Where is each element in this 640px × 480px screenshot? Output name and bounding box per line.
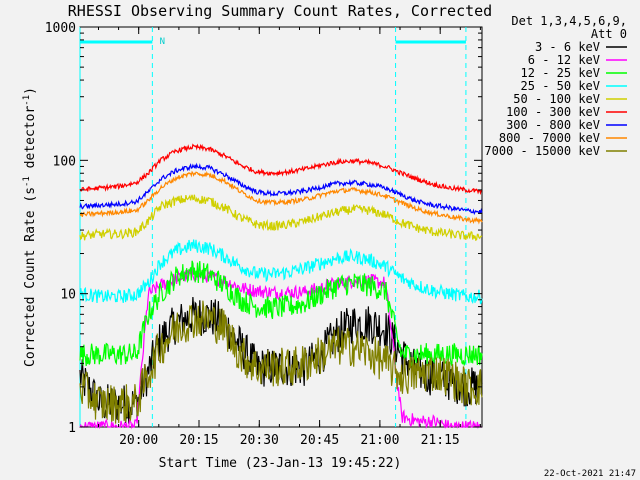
x-tick-label: 20:45 <box>300 433 339 448</box>
series-line <box>79 239 483 305</box>
series-line <box>79 162 483 216</box>
y-tick-label: 1000 <box>45 21 76 36</box>
legend-entry-label: 25 - 50 keV <box>521 79 600 93</box>
x-tick-label: 20:15 <box>179 433 218 448</box>
y-tick-label: 10 <box>60 288 76 303</box>
y-label-part: Corrected Count Rate (s <box>23 187 38 367</box>
series-line <box>79 143 482 196</box>
series-line <box>79 170 483 225</box>
x-tick-label: 21:15 <box>421 433 460 448</box>
x-tick-label: 20:30 <box>240 433 279 448</box>
y-axis-label: Corrected Count Rate (s-1 detector-1) <box>22 87 38 367</box>
series-line <box>79 266 482 430</box>
legend-header-line: Det 1,3,4,5,6,9, <box>511 14 627 28</box>
series-line <box>79 260 483 367</box>
night-flag-label: N <box>160 37 165 47</box>
legend-header-line: Att 0 <box>591 27 627 41</box>
y-label-part: ) <box>23 87 38 95</box>
series-line <box>79 194 483 242</box>
legend-entry-label: 12 - 25 keV <box>521 66 600 80</box>
x-tick-label: 21:00 <box>360 433 399 448</box>
legend-entry-label: 6 - 12 keV <box>528 53 600 67</box>
y-label-exponent: -1 <box>22 95 32 106</box>
series-layer <box>79 143 483 430</box>
y-tick-label: 1 <box>68 421 76 436</box>
y-label-part: detector <box>23 106 38 177</box>
legend-entry-label: 300 - 800 keV <box>506 118 600 132</box>
legend-entry-label: 800 - 7000 keV <box>499 131 600 145</box>
y-tick-label: 100 <box>53 154 76 169</box>
axes-layer: 20:00 20:15 20:30 20:45 21:00 21:15 1 10 100 1000 <box>45 21 482 448</box>
chart-title: RHESSI Observing Summary Count Rates, Co… <box>68 2 492 20</box>
legend-entry-label: 100 - 300 keV <box>506 105 600 119</box>
x-tick-label: 20:00 <box>119 433 158 448</box>
legend-entry-label: 7000 - 15000 keV <box>484 144 600 158</box>
legend-entry-label: 50 - 100 keV <box>513 92 600 106</box>
x-axis-label: Start Time (23-Jan-13 19:45:22) <box>159 456 402 471</box>
y-label-exponent: -1 <box>22 176 32 187</box>
series-line <box>79 300 483 424</box>
legend-entry-label: 3 - 6 keV <box>535 40 600 54</box>
footer-timestamp: 22-Oct-2021 21:47 <box>544 469 636 479</box>
